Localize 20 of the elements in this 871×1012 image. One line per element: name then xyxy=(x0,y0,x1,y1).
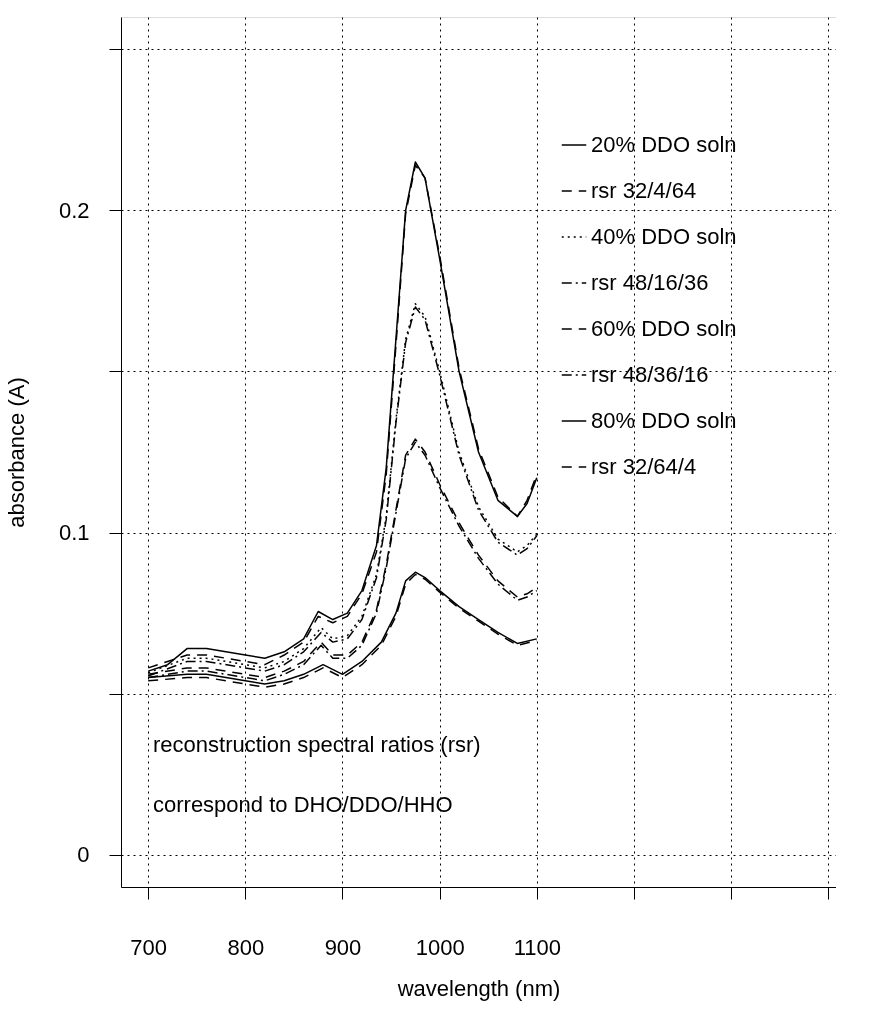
annotation: correspond to DHO/DDO/HHO xyxy=(153,792,453,817)
legend-label: rsr 48/16/36 xyxy=(591,270,709,295)
y-tick-label: 0.2 xyxy=(58,197,90,223)
legend-label: rsr 32/4/64 xyxy=(591,178,697,203)
x-tick-label: 700 xyxy=(130,934,168,960)
legend-label: 60% DDO soln xyxy=(591,316,737,341)
annotation: reconstruction spectral ratios (rsr) xyxy=(153,732,481,757)
x-tick-label: 900 xyxy=(324,934,362,960)
x-axis-title: wavelength (nm) xyxy=(396,975,561,1001)
legend-label: rsr 32/64/4 xyxy=(591,454,697,479)
x-tick-label: 1100 xyxy=(513,934,561,960)
x-tick-label: 1000 xyxy=(415,934,465,960)
legend-label: rsr 48/36/16 xyxy=(591,362,709,387)
legend-label: 80% DDO soln xyxy=(591,408,737,433)
y-tick-label: 0 xyxy=(77,842,90,868)
y-tick-label: 0.1 xyxy=(58,520,90,546)
legend-label: 20% DDO soln xyxy=(591,132,737,157)
legend-label: 40% DDO soln xyxy=(591,224,737,249)
x-tick-label: 800 xyxy=(227,934,265,960)
y-axis-title: absorbance (A) xyxy=(3,377,29,528)
